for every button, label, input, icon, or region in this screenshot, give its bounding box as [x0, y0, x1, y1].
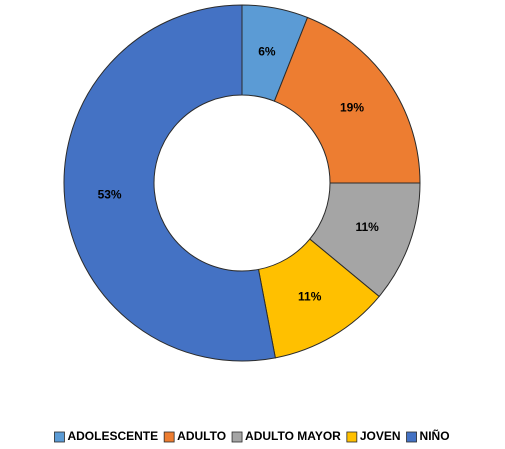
data-label: 11% [355, 220, 379, 234]
donut-segment [63, 4, 276, 362]
legend-label: NIÑO [420, 428, 450, 443]
data-label: 6% [258, 45, 276, 59]
data-label: 53% [98, 188, 122, 202]
data-label: 11% [298, 290, 322, 304]
legend-label: JOVEN [360, 429, 401, 443]
donut-segment [273, 16, 421, 184]
legend-swatch [406, 431, 417, 443]
legend-label: ADULTO MAYOR [245, 429, 341, 443]
legend-label: ADULTO [177, 429, 226, 443]
legend-swatch [54, 431, 65, 443]
legend: ADOLESCENTE ADULTO ADULTO MAYOR JOVEN NIÑO [54, 428, 450, 443]
legend-swatch [231, 431, 243, 443]
legend-swatch [163, 431, 175, 443]
legend-label: ADOLESCENTE [67, 429, 158, 443]
legend-swatch [346, 431, 358, 443]
data-label: 19% [340, 100, 364, 114]
